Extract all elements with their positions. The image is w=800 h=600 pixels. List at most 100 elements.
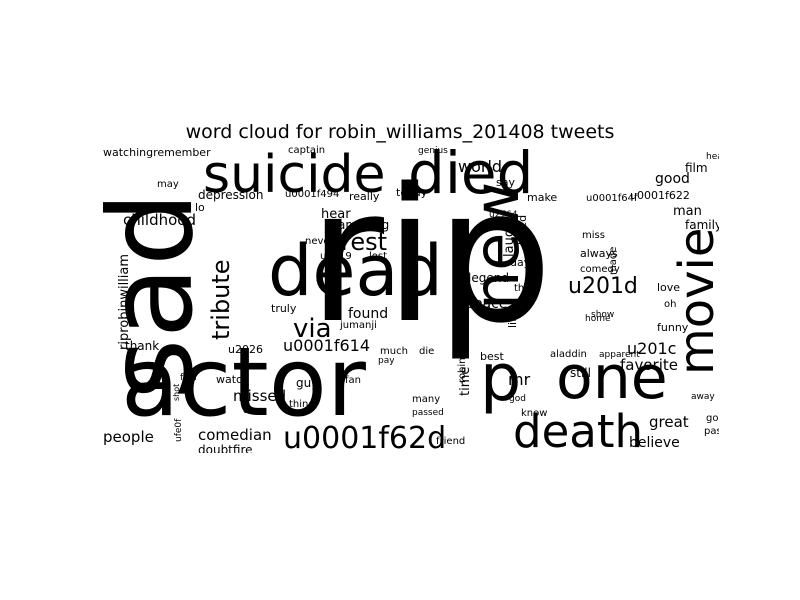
word-u0001f64f: u0001f64f	[586, 193, 638, 204]
word-u2764: u2764	[489, 210, 518, 220]
word-u0001f62d: u0001f62d	[283, 421, 446, 453]
word-home: home	[585, 314, 611, 324]
word-shot: shot	[172, 384, 181, 401]
word-many: many	[412, 394, 440, 405]
word-time: time	[458, 367, 473, 396]
word-watchingremember: watchingremember	[103, 146, 211, 159]
word-dead: dead	[268, 230, 443, 312]
word-people: people	[103, 428, 154, 446]
word-u201d: u201d	[568, 274, 638, 299]
word-captain: captain	[288, 145, 325, 156]
word-suicide: suicide	[203, 145, 386, 205]
word-doubtfire: doubtfire	[198, 443, 253, 453]
word-missed: missed	[233, 387, 286, 405]
word-feel: feel	[180, 373, 197, 383]
word-may: may	[157, 179, 179, 190]
word-guy: guy	[296, 376, 318, 390]
word-passed: passed	[412, 408, 444, 418]
word-funny: funny	[657, 321, 689, 334]
word-made: made	[608, 247, 619, 275]
word-much: much	[380, 346, 408, 357]
word-day: day	[510, 256, 531, 269]
word-u2026: u2026	[228, 343, 263, 356]
word-die: die	[419, 346, 434, 357]
word-believe: believe	[629, 435, 680, 451]
word-actor: actor	[121, 328, 367, 438]
word-peace: peace	[465, 296, 507, 312]
word-riprobinwilliam: riprobinwilliam	[117, 254, 132, 350]
word-oh: oh	[664, 299, 676, 310]
word-show: show	[591, 310, 614, 320]
word-apparent: apparent	[599, 350, 640, 360]
word-thank: thank	[125, 339, 159, 353]
word-really: really	[349, 190, 380, 203]
word-loved: loved	[516, 215, 529, 245]
word-rip: rip	[308, 148, 553, 364]
word-family: family	[685, 218, 719, 232]
word-hear: hear	[321, 207, 351, 222]
word-video: video	[141, 276, 174, 290]
word-good: good	[655, 171, 690, 187]
word-comedian: comedian	[198, 426, 272, 444]
word-death: death	[513, 405, 643, 453]
word-still: still	[570, 366, 591, 380]
word-u0001f614: u0001f614	[283, 336, 370, 355]
word-think: think	[514, 283, 539, 294]
word-man: man	[673, 204, 702, 219]
word-depression: depression	[198, 188, 263, 202]
word-film: film	[685, 161, 708, 175]
word-world: world	[458, 157, 502, 176]
word-heart: heart	[706, 152, 719, 162]
word-legend: legend	[468, 271, 509, 285]
word-god: god	[509, 394, 526, 404]
word-passing: passing	[704, 426, 719, 437]
word-u2019: u2019	[320, 251, 352, 262]
word-away: away	[691, 392, 715, 402]
word-p: p	[480, 341, 521, 416]
word-tribute: tribute	[207, 259, 235, 340]
word-lost: lost	[369, 251, 387, 262]
word-aladdin: aladdin	[550, 349, 587, 360]
word-u201c: u201c	[627, 339, 676, 358]
word-favorite: favorite	[620, 356, 678, 374]
word-love: love	[657, 281, 680, 294]
word-lo: lo	[195, 201, 205, 214]
word-never: never	[305, 236, 335, 247]
word-always: always	[580, 247, 618, 260]
word-ufe0f: ufe0f	[174, 418, 184, 442]
word-best: best	[480, 350, 504, 363]
word-know: know	[521, 408, 547, 419]
word-new: new	[460, 182, 533, 310]
word-watch: watch	[216, 373, 249, 386]
word-truly: truly	[271, 302, 297, 315]
word-movie: movie	[669, 228, 719, 375]
word-died: died	[408, 145, 533, 207]
word-amazing: amazing	[338, 218, 389, 232]
word-u0001f622: u0001f622	[630, 189, 690, 202]
word-one: one	[556, 343, 668, 413]
word-comedy: comedy	[580, 264, 620, 275]
word-great: great	[649, 413, 689, 431]
word-found: found	[348, 306, 388, 322]
word-robinwilliam: robinwilliam	[457, 322, 468, 383]
word-rest: rest	[341, 228, 387, 256]
word-fan: fan	[345, 375, 361, 386]
word-life: life	[506, 311, 519, 328]
word-even: even	[243, 406, 265, 416]
word-gone: gone	[706, 413, 719, 424]
chart-title: word cloud for robin_williams_201408 twe…	[185, 121, 615, 143]
word-genius: genius	[418, 146, 448, 156]
word-laugh: laugh	[502, 221, 517, 257]
word-jumanji: jumanji	[339, 320, 377, 331]
word-thing: thing	[289, 399, 315, 410]
word-make: make	[527, 191, 557, 204]
word-childhood: childhood	[123, 211, 196, 229]
word-sad: sad	[103, 191, 219, 400]
word-u0001f494: u0001f494	[285, 189, 339, 200]
word-via: via	[293, 314, 332, 344]
word-friend: friend	[436, 436, 465, 447]
word-mr: mr	[508, 370, 531, 389]
word-pay: pay	[378, 356, 395, 366]
word-say: say	[496, 176, 515, 189]
